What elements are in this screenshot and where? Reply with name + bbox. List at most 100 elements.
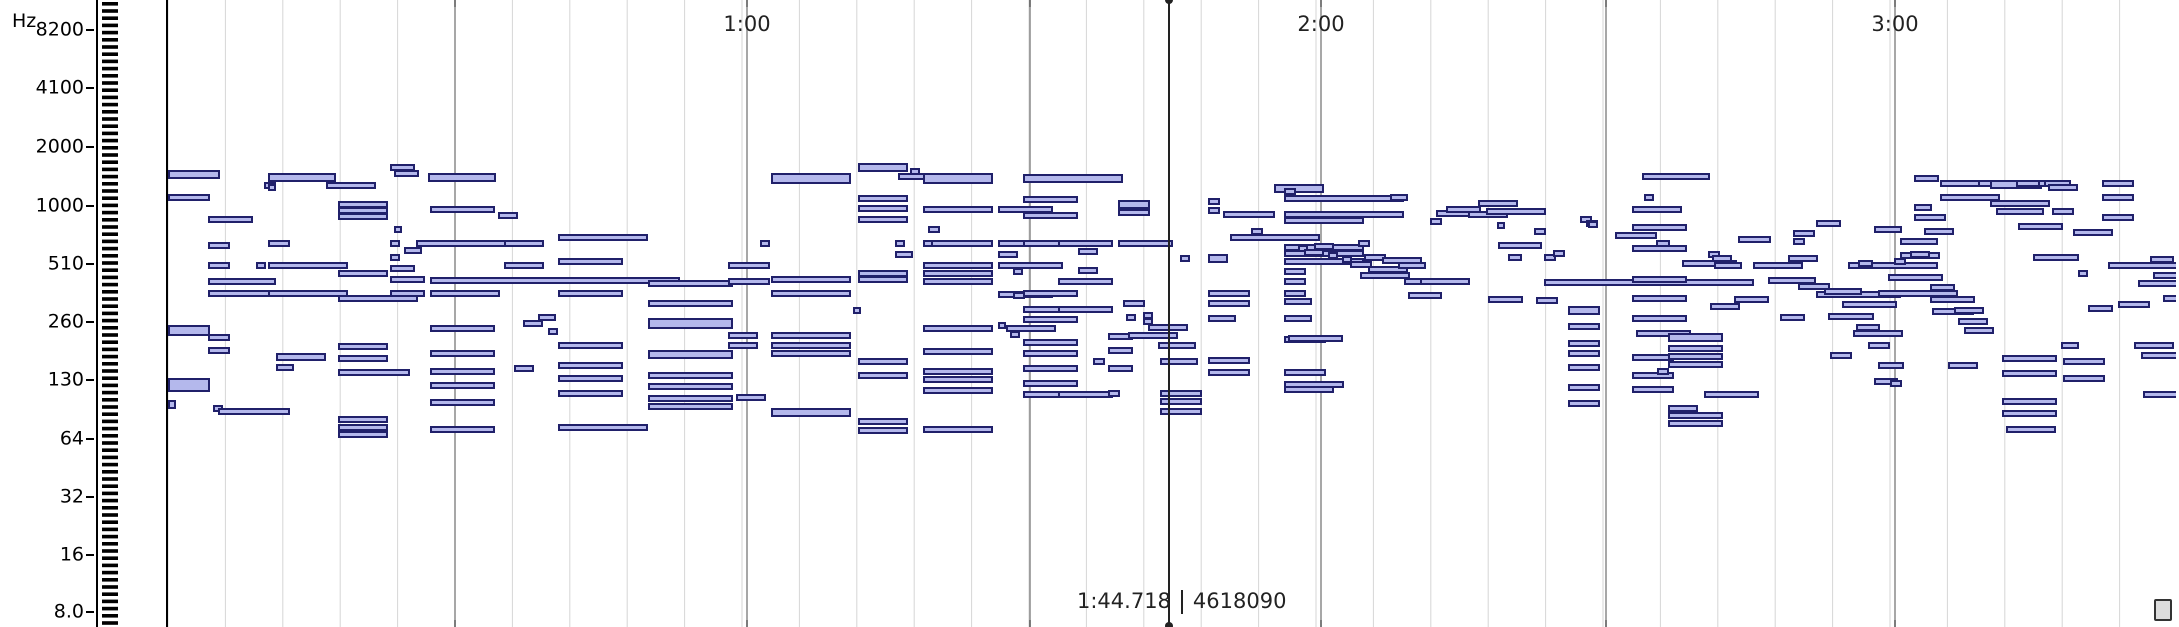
note-block[interactable] xyxy=(2143,391,2176,398)
note-block[interactable] xyxy=(1118,240,1173,247)
note-block[interactable] xyxy=(1284,290,1306,297)
note-block[interactable] xyxy=(208,262,230,269)
black-key[interactable] xyxy=(102,311,118,316)
note-block[interactable] xyxy=(1023,174,1123,183)
note-block[interactable] xyxy=(648,300,733,307)
note-block[interactable] xyxy=(338,213,388,220)
black-key[interactable] xyxy=(102,434,118,438)
note-block[interactable] xyxy=(256,262,266,269)
playhead-bottom-marker[interactable] xyxy=(1165,622,1173,627)
note-block[interactable] xyxy=(2018,223,2063,230)
note-block[interactable] xyxy=(1023,196,1078,203)
note-block[interactable] xyxy=(1874,226,1902,233)
note-block[interactable] xyxy=(1108,365,1133,372)
note-block[interactable] xyxy=(1568,306,1600,315)
note-block[interactable] xyxy=(2141,352,2176,359)
black-key[interactable] xyxy=(102,556,118,560)
black-key[interactable] xyxy=(102,275,118,280)
note-block[interactable] xyxy=(771,173,851,184)
black-key[interactable] xyxy=(102,455,118,460)
note-block[interactable] xyxy=(1930,284,1955,291)
black-key[interactable] xyxy=(102,405,118,409)
note-block[interactable] xyxy=(1714,262,1742,269)
note-block[interactable] xyxy=(1868,342,1890,349)
note-block[interactable] xyxy=(2063,358,2105,365)
black-key[interactable] xyxy=(102,506,118,510)
note-block[interactable] xyxy=(1930,296,1975,303)
note-block[interactable] xyxy=(338,343,388,350)
note-block[interactable] xyxy=(1108,347,1133,354)
note-block[interactable] xyxy=(1668,345,1723,352)
note-block[interactable] xyxy=(998,322,1006,329)
note-block[interactable] xyxy=(923,206,993,213)
note-block[interactable] xyxy=(1632,386,1674,393)
black-key[interactable] xyxy=(102,621,118,625)
note-block[interactable] xyxy=(1568,340,1600,347)
note-block[interactable] xyxy=(2153,272,2176,279)
black-key[interactable] xyxy=(102,52,118,56)
note-block[interactable] xyxy=(858,372,908,379)
note-block[interactable] xyxy=(858,358,908,365)
note-block[interactable] xyxy=(208,347,230,354)
note-block[interactable] xyxy=(1158,342,1196,349)
note-block[interactable] xyxy=(1878,290,1958,297)
note-block[interactable] xyxy=(1996,208,2044,215)
black-key[interactable] xyxy=(102,441,118,445)
note-block[interactable] xyxy=(1208,369,1250,376)
note-block[interactable] xyxy=(430,325,495,332)
note-block[interactable] xyxy=(430,206,495,213)
note-block[interactable] xyxy=(1632,315,1687,322)
black-key[interactable] xyxy=(102,261,118,265)
note-grid[interactable]: 1:00 2:00 3:00 1:44.718 4618090 xyxy=(166,0,2176,627)
note-block[interactable] xyxy=(1704,391,1759,398)
note-block[interactable] xyxy=(394,170,419,177)
note-block[interactable] xyxy=(1284,369,1326,376)
note-block[interactable] xyxy=(1488,296,1523,303)
note-block[interactable] xyxy=(514,365,534,372)
black-key[interactable] xyxy=(102,570,118,575)
black-key[interactable] xyxy=(102,376,118,380)
note-block[interactable] xyxy=(1314,243,1334,250)
note-block[interactable] xyxy=(1816,220,1841,227)
black-key[interactable] xyxy=(102,542,118,546)
note-block[interactable] xyxy=(1890,380,1902,387)
note-block[interactable] xyxy=(648,395,733,402)
black-key[interactable] xyxy=(102,239,118,244)
note-block[interactable] xyxy=(1793,230,1815,237)
note-block[interactable] xyxy=(390,254,400,261)
note-block[interactable] xyxy=(1498,242,1542,249)
note-block[interactable] xyxy=(1544,254,1556,261)
note-block[interactable] xyxy=(1390,194,1408,201)
note-block[interactable] xyxy=(390,276,425,283)
note-block[interactable] xyxy=(1208,300,1250,307)
note-block[interactable] xyxy=(1023,316,1078,323)
note-block[interactable] xyxy=(1284,195,1404,202)
black-key[interactable] xyxy=(102,23,118,28)
black-key[interactable] xyxy=(102,578,118,582)
black-key[interactable] xyxy=(102,599,118,604)
note-block[interactable] xyxy=(1668,333,1723,342)
note-block[interactable] xyxy=(1208,198,1220,205)
note-block[interactable] xyxy=(1078,267,1098,274)
note-block[interactable] xyxy=(1013,268,1023,275)
note-block[interactable] xyxy=(390,265,415,272)
note-block[interactable] xyxy=(1954,307,1984,314)
black-key[interactable] xyxy=(102,527,118,532)
black-key[interactable] xyxy=(102,189,118,193)
black-key[interactable] xyxy=(102,520,118,524)
note-block[interactable] xyxy=(168,325,210,336)
note-block[interactable] xyxy=(923,262,993,269)
note-block[interactable] xyxy=(1914,204,1932,211)
note-block[interactable] xyxy=(1284,315,1312,322)
note-block[interactable] xyxy=(1284,386,1334,393)
note-block[interactable] xyxy=(1284,217,1364,224)
note-block[interactable] xyxy=(1853,330,1903,337)
note-block[interactable] xyxy=(1615,232,1657,239)
note-block[interactable] xyxy=(1768,277,1816,284)
black-key[interactable] xyxy=(102,74,118,78)
note-block[interactable] xyxy=(1230,234,1320,241)
note-block[interactable] xyxy=(1078,248,1098,255)
note-block[interactable] xyxy=(416,240,516,247)
note-block[interactable] xyxy=(858,163,908,172)
black-key[interactable] xyxy=(102,95,118,100)
